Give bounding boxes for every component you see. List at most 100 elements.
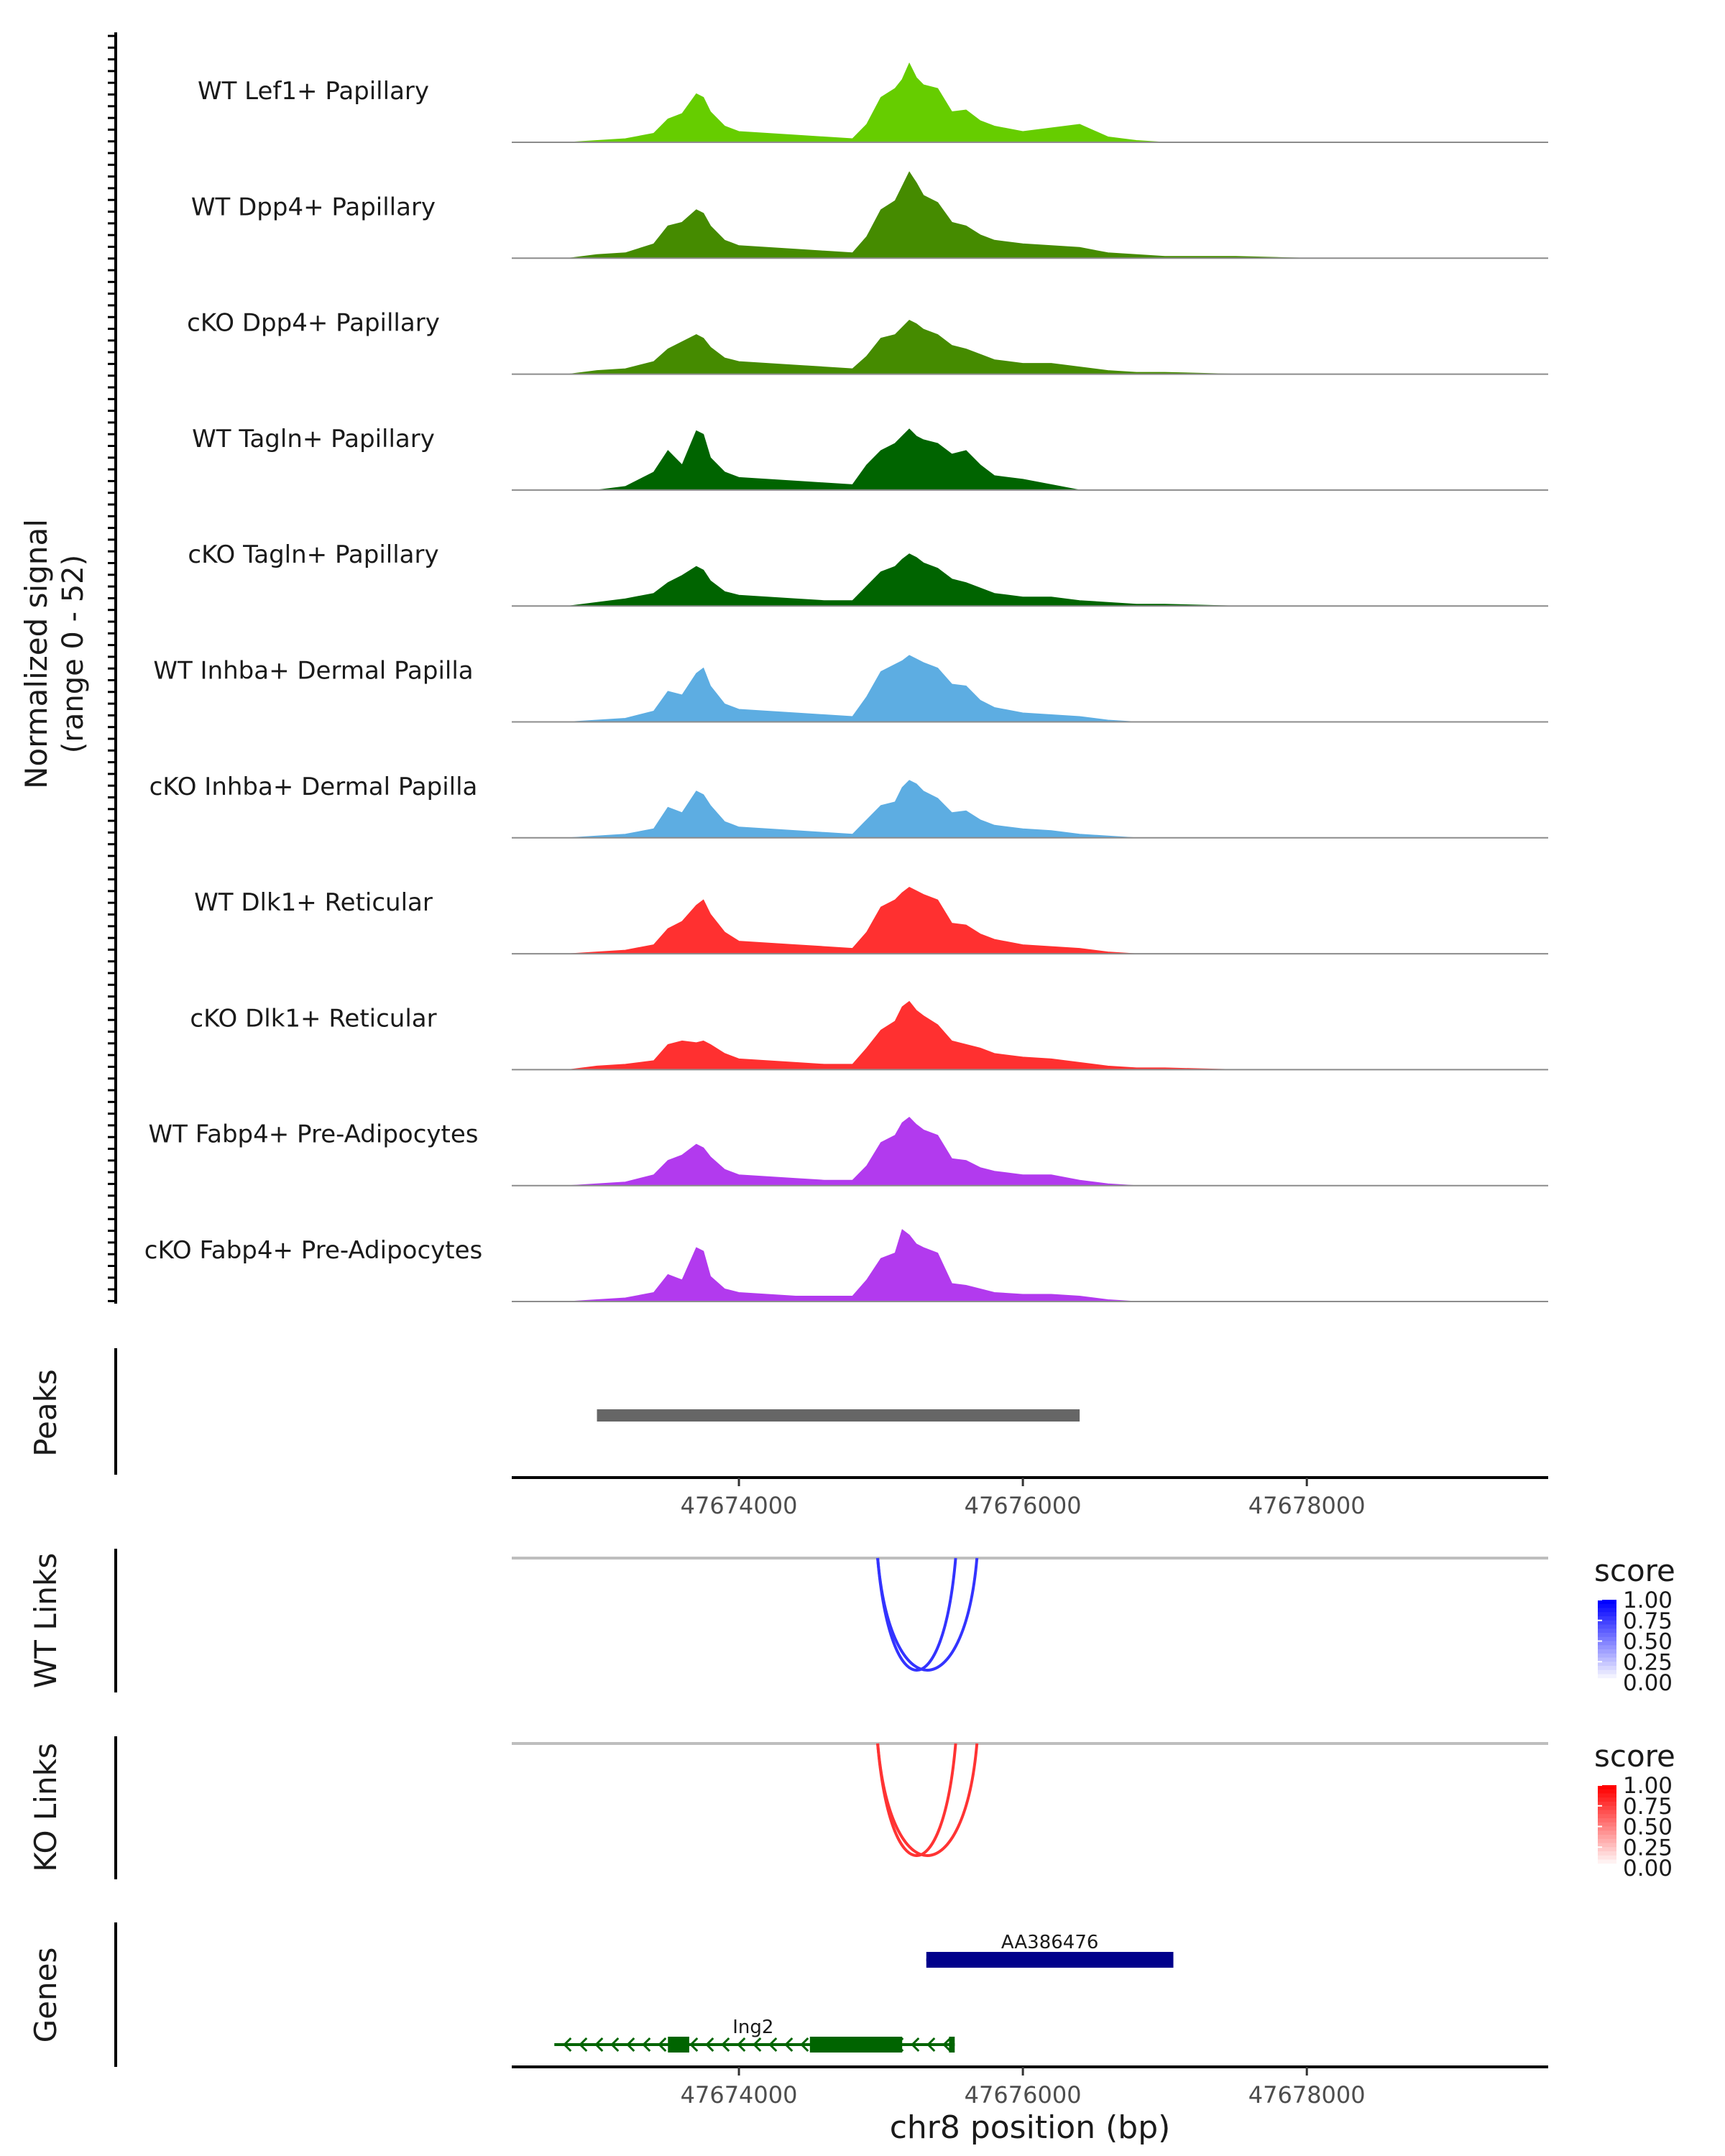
peaks-label: Peaks: [28, 1369, 63, 1457]
x-tick-label: 47676000: [965, 2081, 1082, 2109]
x-axis-title: chr8 position (bp): [890, 2109, 1171, 2146]
link-arc: [876, 1743, 979, 1857]
legend-color-step: [1598, 1851, 1616, 1856]
legend-color-step: [1598, 1662, 1616, 1667]
strand-arrow: [800, 2037, 809, 2053]
legend-tick-label: 0.25: [1623, 1835, 1673, 1861]
legend-color-step: [1598, 1624, 1616, 1630]
coverage-area: [512, 887, 1548, 954]
gene-name-label: Ing2: [732, 2017, 773, 2038]
legend-tick-label: 1.00: [1623, 1588, 1673, 1613]
legend-color-step: [1598, 1669, 1616, 1675]
coverage-track: WT Dpp4+ Papillary: [191, 171, 1548, 259]
gene-name-label: AA386476: [1001, 1932, 1099, 1953]
strand-arrow: [1134, 1952, 1144, 1968]
legend-color-step: [1598, 1830, 1616, 1835]
strand-arrow: [642, 2037, 651, 2053]
coverage-track-label: WT Inhba+ Dermal Papilla: [153, 657, 473, 686]
strand-arrow: [1024, 1952, 1033, 1968]
coverage-area: [512, 780, 1548, 839]
strand-arrow: [1008, 1952, 1017, 1968]
strand-arrow: [1087, 1952, 1096, 1968]
link-arc: [876, 1557, 979, 1672]
gene-exon: [809, 2037, 903, 2053]
legend-color-step: [1598, 1645, 1616, 1650]
coverage-track: WT Tagln+ Papillary: [192, 425, 1548, 491]
coverage-track-label: WT Dpp4+ Papillary: [191, 193, 436, 221]
legend-color-step: [1598, 1805, 1616, 1811]
wt-score-legend: 1.000.750.500.250.00: [1598, 1588, 1673, 1696]
coverage-y-axis: [108, 32, 117, 1304]
strand-arrow: [832, 2037, 841, 2053]
gene-models: AA386476 Ing2: [554, 1932, 1174, 2053]
coverage-track: WT Lef1+ Papillary: [198, 62, 1548, 143]
legend-color-step: [1598, 1847, 1616, 1852]
strand-arrow: [942, 2037, 952, 2053]
ko-score-legend: 1.000.750.500.250.00: [1598, 1773, 1673, 1881]
coverage-area: [512, 1000, 1548, 1070]
gene-model: Ing2: [554, 2017, 955, 2053]
legend-tick-label: 0.50: [1623, 1815, 1673, 1841]
wt-link-arcs: [876, 1557, 979, 1672]
strand-arrow: [911, 2037, 920, 2053]
legend-color-step: [1598, 1641, 1616, 1646]
coverage-area: [512, 171, 1548, 259]
coverage-ylabel-line1: Normalized signal: [19, 519, 54, 789]
strand-arrow: [705, 2037, 714, 2053]
ko-legend-title: score: [1594, 1738, 1675, 1774]
legend-color-step: [1598, 1666, 1616, 1671]
strand-arrow: [753, 2037, 762, 2053]
coverage-area: [512, 62, 1548, 143]
legend-tick-label: 0.75: [1623, 1794, 1673, 1820]
genes-label: Genes: [28, 1948, 63, 2043]
coverage-area: [512, 1117, 1548, 1187]
legend-color-step: [1598, 1802, 1616, 1807]
strand-arrow: [658, 2037, 667, 2053]
strand-arrow: [895, 2037, 904, 2053]
legend-color-step: [1598, 1674, 1616, 1680]
ko-links-label: KO Links: [28, 1743, 63, 1872]
legend-color-step: [1598, 1810, 1616, 1815]
strand-arrow: [926, 2037, 936, 2053]
legend-tick-label: 0.75: [1623, 1608, 1673, 1634]
x-tick-label: 47674000: [681, 1492, 798, 1519]
coverage-track: WT Fabp4+ Pre-Adipocytes: [149, 1117, 1548, 1187]
legend-color-step: [1598, 1653, 1616, 1659]
legend-color-step: [1598, 1864, 1616, 1869]
coverage-track-label: cKO Inhba+ Dermal Papilla: [150, 773, 478, 801]
strand-arrow: [673, 2037, 683, 2053]
coverage-track-label: WT Tagln+ Papillary: [192, 425, 435, 453]
coverage-area: [512, 1229, 1548, 1302]
x-tick-label: 47676000: [965, 1492, 1082, 1519]
coverage-track-label: cKO Dlk1+ Reticular: [190, 1004, 436, 1033]
strand-arrow: [689, 2037, 699, 2053]
strand-arrow: [1150, 1952, 1159, 1968]
coverage-track: cKO Dpp4+ Papillary: [187, 309, 1548, 375]
legend-color-step: [1598, 1600, 1616, 1605]
peak-regions: [597, 1409, 1080, 1422]
legend-color-step: [1598, 1797, 1616, 1802]
legend-color-step: [1598, 1789, 1616, 1795]
strand-arrow: [847, 2037, 857, 2053]
legend-color-step: [1598, 1620, 1616, 1626]
legend-color-step: [1598, 1793, 1616, 1799]
coverage-track-label: cKO Fabp4+ Pre-Adipocytes: [144, 1236, 483, 1265]
legend-color-step: [1598, 1603, 1616, 1609]
gene-model: AA386476: [926, 1932, 1174, 1968]
legend-color-step: [1598, 1818, 1616, 1823]
link-arc: [876, 1743, 957, 1857]
legend-color-step: [1598, 1814, 1616, 1819]
strand-arrow: [1118, 1952, 1128, 1968]
legend-color-step: [1598, 1657, 1616, 1663]
strand-arrow: [594, 2037, 604, 2053]
strand-arrow: [737, 2037, 746, 2053]
coverage-track-label: cKO Tagln+ Papillary: [188, 540, 438, 569]
wt-legend-title: score: [1594, 1553, 1675, 1588]
wt-links-label: WT Links: [28, 1553, 63, 1688]
strand-arrow: [863, 2037, 873, 2053]
coverage-track: cKO Dlk1+ Reticular: [190, 1000, 1548, 1071]
legend-color-step: [1598, 1855, 1616, 1861]
legend-color-step: [1598, 1636, 1616, 1642]
x-tick-label: 47678000: [1248, 2081, 1366, 2109]
